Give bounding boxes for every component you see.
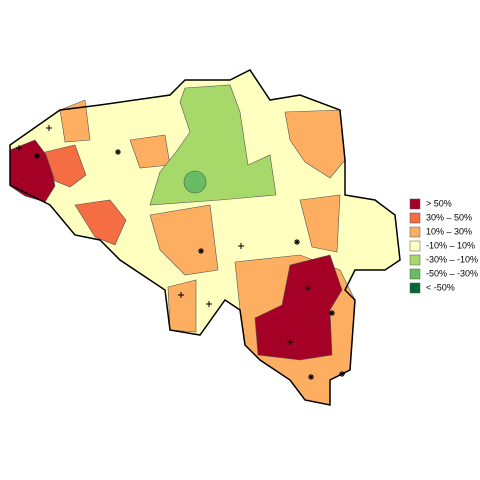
region xyxy=(44,144,87,188)
legend-swatch xyxy=(409,282,421,294)
region xyxy=(74,199,127,246)
star-marker xyxy=(34,149,345,380)
legend-swatch xyxy=(409,198,421,210)
legend-swatch xyxy=(409,212,421,224)
region xyxy=(167,279,197,333)
region xyxy=(149,204,219,276)
region xyxy=(299,194,341,253)
region xyxy=(254,254,343,361)
legend-label: -30% – -10% xyxy=(426,254,478,264)
country-border xyxy=(9,69,401,406)
legend-swatch xyxy=(409,254,421,266)
regions xyxy=(9,69,401,406)
legend-swatch xyxy=(409,240,421,252)
legend-swatch xyxy=(409,268,421,280)
region xyxy=(183,170,207,194)
legend: > 50% 30% – 50% 10% – 30% -10% – 10% -30% – … xyxy=(409,198,478,294)
markers xyxy=(16,125,345,380)
legend-swatch xyxy=(409,226,421,238)
legend-label: 10% – 30% xyxy=(426,226,472,236)
plus-marker xyxy=(16,125,311,345)
legend-label: > 50% xyxy=(426,198,452,208)
legend-label: 30% – 50% xyxy=(426,212,472,222)
legend-label: < -50% xyxy=(426,282,455,292)
legend-label: -50% – -30% xyxy=(426,268,478,278)
legend-label: -10% – 10% xyxy=(426,240,475,250)
region xyxy=(59,99,91,143)
region xyxy=(149,84,277,206)
region xyxy=(9,139,56,203)
